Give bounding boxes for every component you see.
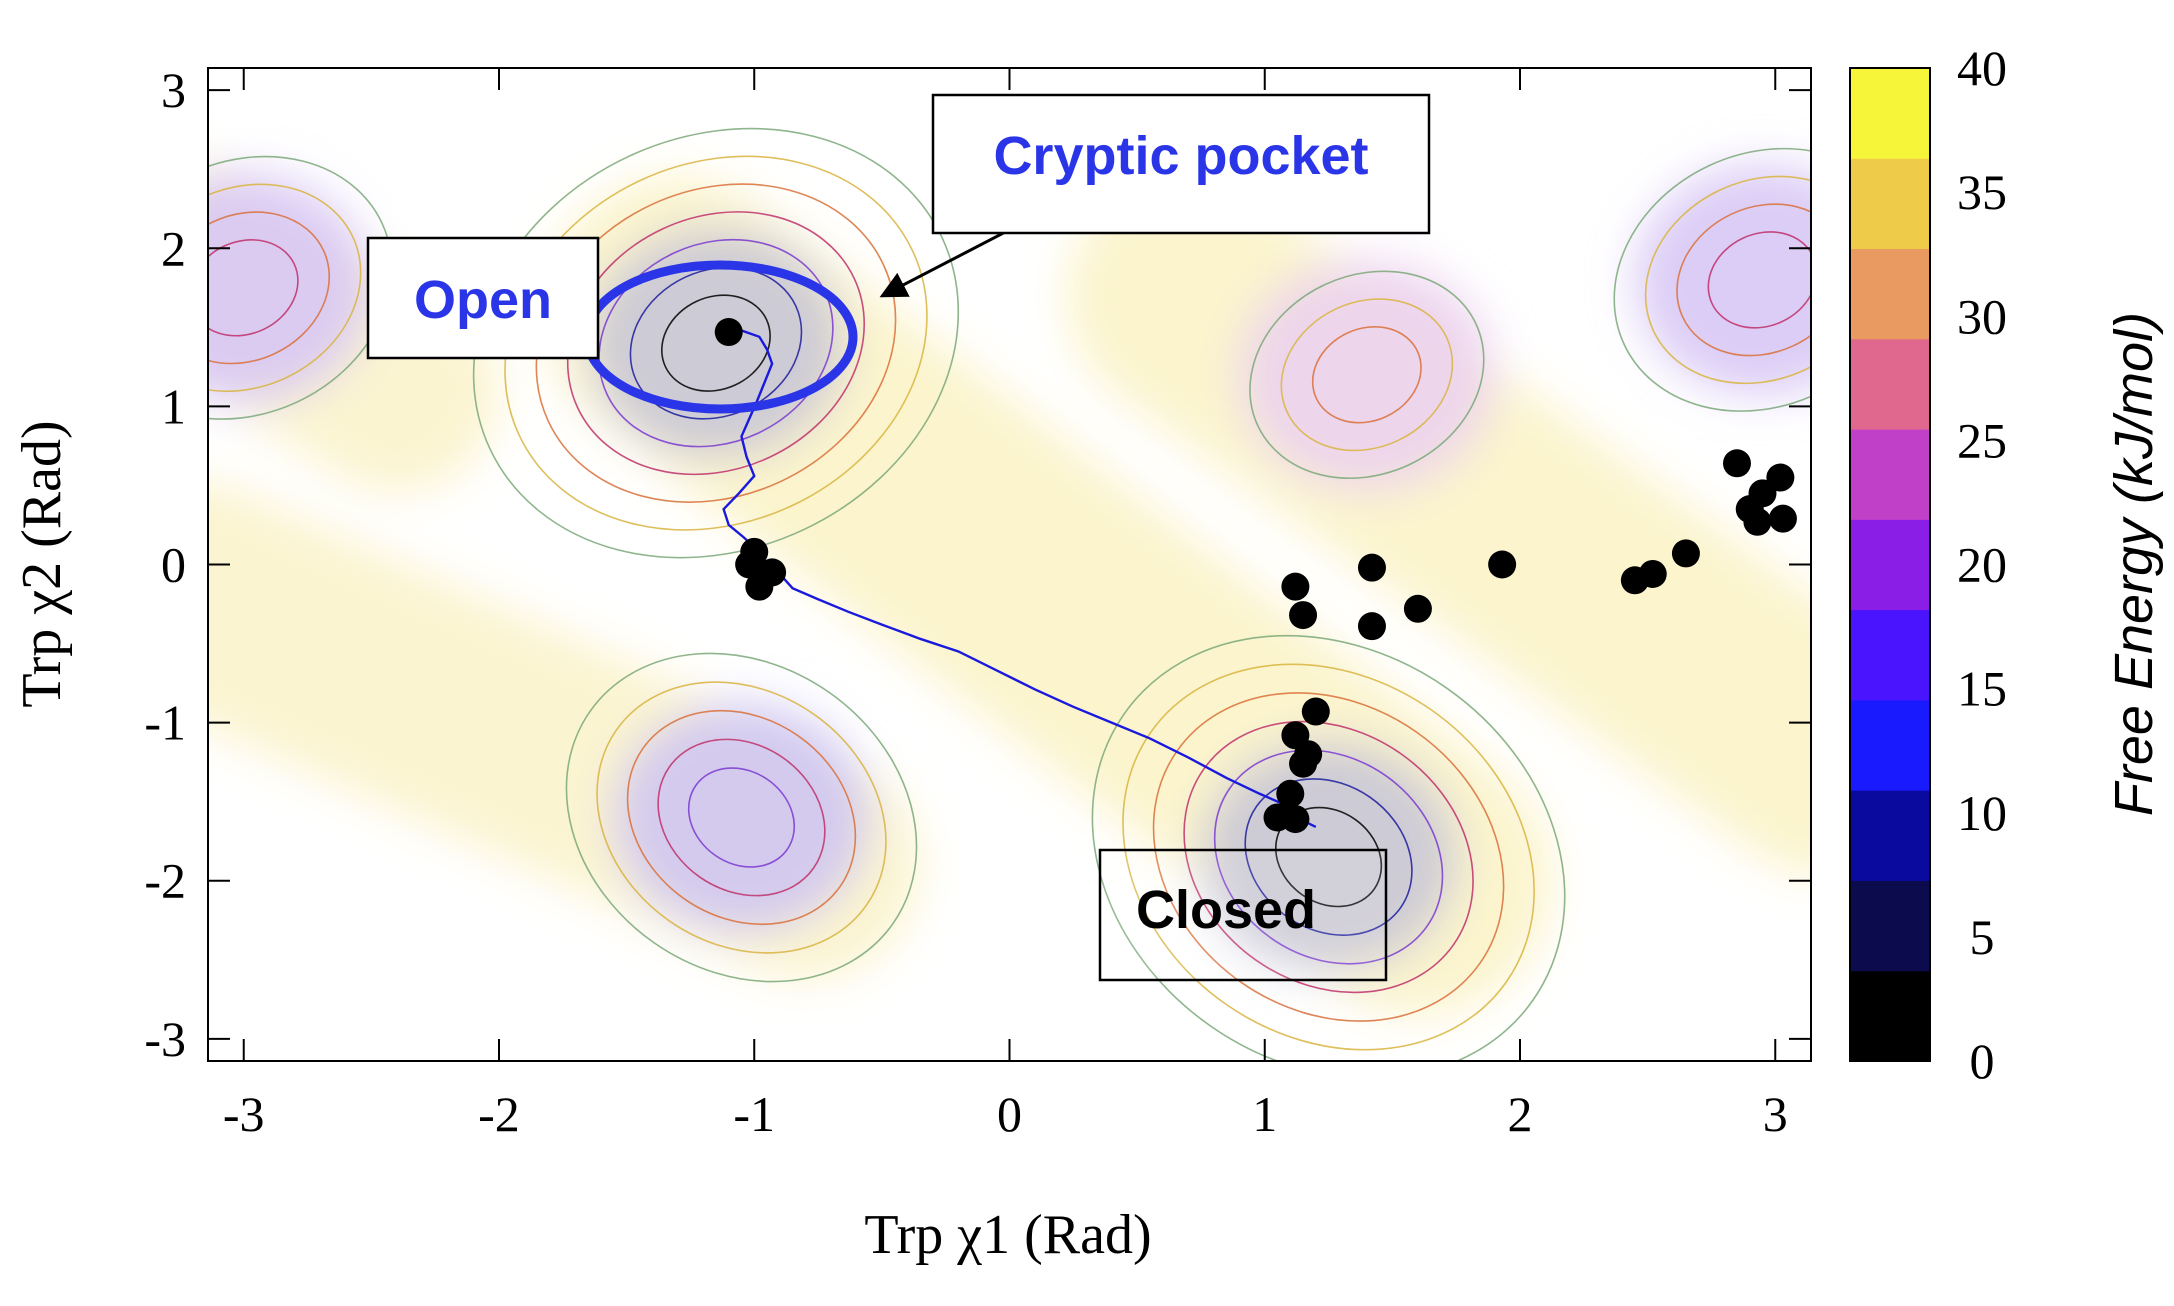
sample-point-24 bbox=[1743, 507, 1772, 536]
sample-point-5 bbox=[1281, 572, 1310, 601]
basin-2 bbox=[613, 702, 870, 933]
sample-point-10 bbox=[1488, 550, 1517, 579]
basin-5 bbox=[1239, 259, 1495, 490]
sample-point-8 bbox=[1357, 612, 1386, 641]
x-tick-label-2: -1 bbox=[733, 1086, 775, 1142]
colorbar-swatch-6 bbox=[1850, 429, 1930, 520]
closed-label: Closed bbox=[1136, 880, 1316, 940]
x-tick-label-6: 3 bbox=[1763, 1086, 1788, 1142]
y-tick-label-1: -2 bbox=[144, 853, 186, 909]
colorbar: 0 5 10 15 20 25 30 35 40 Free Energy (kJ/mol) bbox=[1849, 40, 2164, 1089]
sample-point-19 bbox=[1638, 559, 1667, 588]
x-tick-label-1: -2 bbox=[478, 1086, 520, 1142]
y-axis-ticks: -3 -2 -1 0 1 2 3 bbox=[144, 62, 1811, 1067]
x-tick-label-5: 2 bbox=[1508, 1086, 1533, 1142]
x-tick-label-0: -3 bbox=[223, 1086, 265, 1142]
cryptic-pocket-label: Cryptic pocket bbox=[993, 126, 1368, 186]
colorbar-swatch-2 bbox=[1850, 790, 1930, 881]
open-label: Open bbox=[414, 270, 552, 330]
x-axis-label: Trp χ1 (Rad) bbox=[864, 1204, 1151, 1266]
sample-point-6 bbox=[1289, 601, 1318, 630]
basin-contours-5 bbox=[1249, 270, 1485, 480]
sample-point-21 bbox=[1722, 449, 1751, 478]
sample-point-11 bbox=[1301, 697, 1330, 726]
closed-label-box bbox=[1098, 848, 1388, 982]
y-tick-label-6: 3 bbox=[161, 62, 186, 118]
sample-point-4 bbox=[745, 572, 774, 601]
colorbar-frame bbox=[1849, 67, 1931, 1062]
annotations: Open Cryptic pocket Closed bbox=[366, 93, 1431, 982]
sample-point-14 bbox=[1289, 749, 1318, 778]
colorbar-tick-label-4: 20 bbox=[1957, 537, 2007, 593]
basin-contours-2 bbox=[565, 652, 918, 983]
sample-point-9 bbox=[1403, 594, 1432, 623]
colorbar-swatches bbox=[1850, 68, 1930, 1062]
colorbar-tick-label-1: 5 bbox=[1970, 909, 1995, 965]
x-axis-ticks: -3 -2 -1 0 1 2 3 bbox=[223, 68, 1788, 1142]
colorbar-swatch-7 bbox=[1850, 338, 1930, 430]
y-tick-label-5: 2 bbox=[161, 220, 186, 276]
basin-4 bbox=[1634, 165, 1811, 395]
colorbar-tick-label-2: 10 bbox=[1957, 785, 2007, 841]
colorbar-swatch-8 bbox=[1850, 248, 1930, 340]
y-tick-label-3: 0 bbox=[161, 537, 186, 593]
sample-point-0 bbox=[714, 318, 743, 347]
x-tick-label-4: 1 bbox=[1252, 1086, 1277, 1142]
colorbar-swatch-1 bbox=[1850, 880, 1930, 972]
y-tick-label-4: 1 bbox=[161, 378, 186, 434]
basin-contours-1 bbox=[1091, 634, 1566, 1061]
colorbar-tick-label-3: 15 bbox=[1957, 661, 2007, 717]
basin-1 bbox=[1200, 742, 1457, 972]
x-tick-label-3: 0 bbox=[997, 1086, 1022, 1142]
colorbar-swatch-4 bbox=[1850, 609, 1930, 701]
colorbar-swatch-0 bbox=[1850, 970, 1930, 1062]
colorbar-swatch-3 bbox=[1850, 699, 1930, 791]
sample-point-7 bbox=[1357, 553, 1386, 582]
basin-3 bbox=[208, 172, 372, 403]
colorbar-ticks: 0 5 10 15 20 25 30 35 40 bbox=[1957, 40, 2007, 1089]
colorbar-tick-label-6: 30 bbox=[1957, 288, 2007, 344]
sample-point-2 bbox=[735, 550, 764, 579]
colorbar-swatch-5 bbox=[1850, 519, 1930, 611]
y-tick-label-2: -1 bbox=[144, 695, 186, 751]
y-axis-label: Trp χ2 (Rad) bbox=[11, 420, 73, 707]
cryptic-pocket-label-box bbox=[931, 93, 1431, 235]
colorbar-tick-label-8: 40 bbox=[1957, 40, 2007, 96]
colorbar-swatch-9 bbox=[1850, 158, 1930, 250]
sample-point-17 bbox=[1281, 805, 1310, 834]
colorbar-tick-label-0: 0 bbox=[1970, 1033, 1995, 1089]
open-label-box bbox=[366, 236, 600, 360]
y-tick-label-0: -3 bbox=[144, 1011, 186, 1067]
sample-point-26 bbox=[1768, 504, 1797, 533]
sample-point-20 bbox=[1671, 539, 1700, 568]
basin-contours-4 bbox=[1613, 147, 1811, 412]
sample-point-15 bbox=[1276, 779, 1305, 808]
basin-contours-3 bbox=[208, 155, 393, 420]
sample-points bbox=[714, 318, 1797, 834]
colorbar-tick-label-5: 25 bbox=[1957, 412, 2007, 468]
colorbar-label: Free Energy (kJ/mol) bbox=[2104, 312, 2164, 816]
colorbar-swatch-10 bbox=[1850, 68, 1930, 159]
sample-point-25 bbox=[1766, 463, 1795, 492]
colorbar-tick-label-7: 35 bbox=[1957, 164, 2007, 220]
